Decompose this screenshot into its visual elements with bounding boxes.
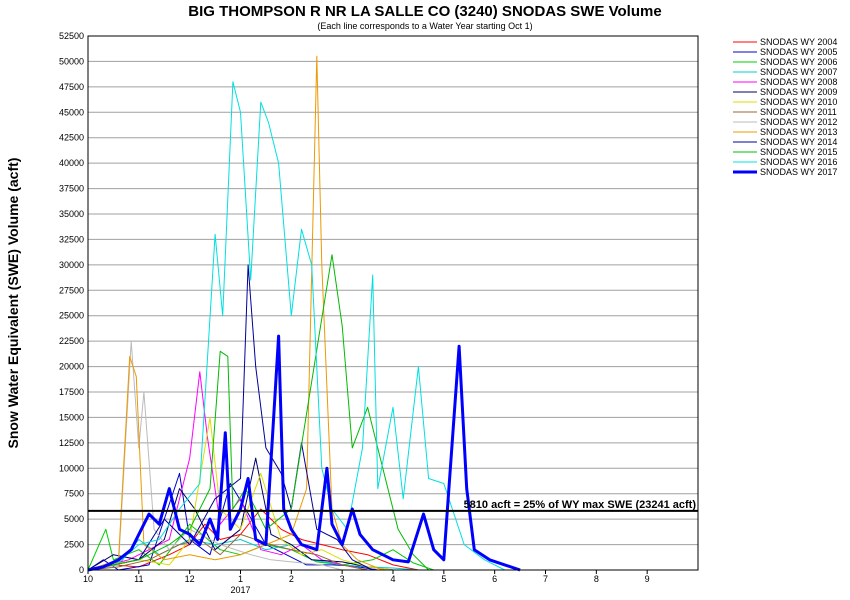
y-tick-label: 50000 xyxy=(59,56,84,66)
x-tick-labels: 10 11 12 1 2 3 4 5 6 7 8 9 xyxy=(83,570,650,584)
legend-entry: SNODAS WY 2016 xyxy=(760,157,837,167)
y-tick-label: 35000 xyxy=(59,209,84,219)
legend-entry: SNODAS WY 2008 xyxy=(760,77,837,87)
y-tick-label: 25000 xyxy=(59,311,84,321)
y-tick-label: 45000 xyxy=(59,107,84,117)
y-tick-label: 0 xyxy=(79,565,84,575)
x-tick-label: 9 xyxy=(645,574,650,584)
legend-entry: SNODAS WY 2009 xyxy=(760,87,837,97)
legend-entry: SNODAS WY 2004 xyxy=(760,37,837,47)
reference-line-label: 5810 acft = 25% of WY max SWE (23241 acf… xyxy=(464,499,697,511)
legend-entry: SNODAS WY 2011 xyxy=(760,107,837,117)
y-tick-label: 47500 xyxy=(59,82,84,92)
reference-line-group: 5810 acft = 25% of WY max SWE (23241 acf… xyxy=(88,499,698,512)
legend-entry: SNODAS WY 2013 xyxy=(760,127,837,137)
series-line-7 xyxy=(87,533,368,571)
series-line-8 xyxy=(87,340,343,571)
y-tick-label: 10000 xyxy=(59,463,84,473)
x-tick-label: 10 xyxy=(83,574,93,584)
x-tick-label: 4 xyxy=(390,574,395,584)
y-tick-label: 20000 xyxy=(59,362,84,372)
x-tick-label: 2 xyxy=(289,574,294,584)
legend-entry: SNODAS WY 2015 xyxy=(760,147,837,157)
chart-subtitle: (Each line corresponds to a Water Year s… xyxy=(317,21,532,31)
x-tick-label: 8 xyxy=(594,574,599,584)
y-tick-labels: 0 2500 5000 7500 10000 12500 15000 17500 20000 22… xyxy=(59,31,84,575)
y-tick-label: 30000 xyxy=(59,260,84,270)
x-tick-label: 11 xyxy=(134,574,143,584)
y-tick-label: 12500 xyxy=(59,438,84,448)
series-line-11 xyxy=(87,254,429,571)
series-line-6 xyxy=(87,416,394,571)
series-lines xyxy=(87,55,521,572)
series-line-9 xyxy=(87,55,383,571)
x-tick-label: 12 xyxy=(185,574,195,584)
y-tick-label: 42500 xyxy=(59,133,84,143)
y-tick-label: 17500 xyxy=(59,387,84,397)
x-tick-label: 3 xyxy=(340,574,345,584)
plot-frame xyxy=(87,35,699,571)
legend-entry: SNODAS WY 2010 xyxy=(760,97,837,107)
series-line-10 xyxy=(87,264,373,571)
y-axis-label: Snow Water Equivalent (SWE) Volume (acft… xyxy=(5,158,21,449)
legend-entry: SNODAS WY 2005 xyxy=(760,47,837,57)
x-tick-label: 7 xyxy=(543,574,548,584)
y-tick-label: 5000 xyxy=(64,514,84,524)
y-tick-label: 40000 xyxy=(59,158,84,168)
y-tick-label: 22500 xyxy=(59,336,84,346)
x-tick-label: 5 xyxy=(441,574,446,584)
y-tick-label: 15000 xyxy=(59,412,84,422)
legend-entry: SNODAS WY 2014 xyxy=(760,137,837,147)
y-tick-label: 27500 xyxy=(59,285,84,295)
x-tick-label: 6 xyxy=(492,574,497,584)
y-tick-label: 32500 xyxy=(59,234,84,244)
y-tick-label: 2500 xyxy=(64,540,84,550)
legend-entry: SNODAS WY 2007 xyxy=(760,67,837,77)
series-line-12 xyxy=(87,81,506,571)
chart-title: BIG THOMPSON R NR LA SALLE CO (3240) SNO… xyxy=(188,3,661,20)
legend-entry: SNODAS WY 2012 xyxy=(760,117,837,127)
x-tick-label: 1 xyxy=(238,574,243,584)
legend-entry: SNODAS WY 2006 xyxy=(760,57,837,67)
legend-entry: SNODAS WY 2017 xyxy=(760,167,837,177)
series-line-13 xyxy=(87,334,521,572)
y-tick-label: 37500 xyxy=(59,184,84,194)
y-tick-label: 52500 xyxy=(59,31,84,41)
y-tick-label: 7500 xyxy=(64,489,84,499)
x-axis-year-label: 2017 xyxy=(230,585,250,595)
